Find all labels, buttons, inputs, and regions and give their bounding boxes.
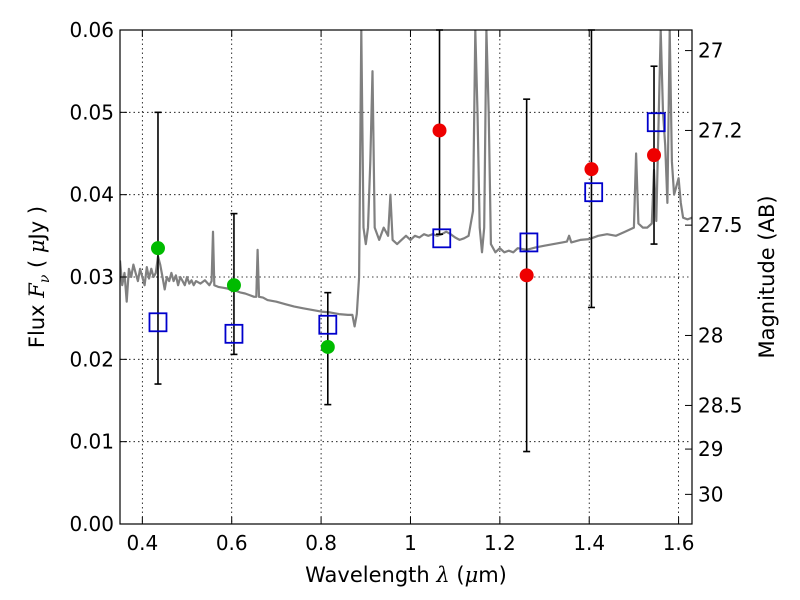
y2-tick-label: 27.2 (698, 118, 743, 142)
ticks (120, 29, 692, 525)
model-square-marker (646, 112, 666, 133)
x-axis-title: Wavelength λ (μm) (305, 563, 507, 587)
y2-tick-label: 27.5 (698, 213, 743, 237)
x-tick-label: 1.4 (573, 531, 605, 555)
tick-labels: 0.4 0.6 0.8 1 1.2 1.4 1.6 0.00 0.01 0.02 0.03 0.04 0… (69, 18, 742, 555)
y2-tick-label: 29 (698, 437, 723, 461)
y2-tick-label: 28 (698, 323, 723, 347)
x-tick-label: 0.8 (305, 531, 337, 555)
x-tick-label: 1.2 (484, 531, 516, 555)
y-tick-label: 0.00 (69, 512, 114, 536)
x-tick-label: 1.6 (663, 531, 695, 555)
y-tick-label: 0.01 (69, 430, 114, 454)
spectrum-line (120, 30, 692, 328)
green-data-point (150, 241, 165, 256)
red-data-point (647, 148, 662, 163)
markers (148, 112, 666, 354)
grid (120, 30, 692, 524)
y-tick-label: 0.02 (69, 347, 114, 371)
x-tick-label: 1 (404, 531, 417, 555)
y-tick-label: 0.03 (69, 265, 114, 289)
model-square-marker (584, 182, 604, 203)
model-square-marker (318, 314, 338, 335)
red-data-point (519, 268, 534, 283)
y-tick-label: 0.05 (69, 100, 114, 124)
x-tick-label: 0.4 (126, 531, 158, 555)
red-data-point (432, 123, 447, 138)
green-data-point (226, 278, 241, 293)
model-square-marker (224, 323, 244, 344)
model-square-marker (148, 312, 168, 333)
y-tick-label: 0.06 (69, 18, 114, 42)
y2-tick-label: 27 (698, 39, 723, 63)
x-tick-label: 0.6 (216, 531, 248, 555)
y2-tick-label: 30 (698, 482, 723, 506)
model-square-marker (432, 228, 452, 249)
green-data-point (320, 339, 335, 354)
y-axis-title: Flux Fν ( μJy ) (25, 206, 53, 348)
y-tick-label: 0.04 (69, 183, 114, 207)
model-square-marker (519, 232, 539, 253)
y2-tick-label: 28.5 (698, 393, 743, 417)
red-data-point (584, 162, 599, 177)
y2-axis-title: Magnitude (AB) (755, 195, 779, 358)
model-spectrum (120, 30, 692, 328)
